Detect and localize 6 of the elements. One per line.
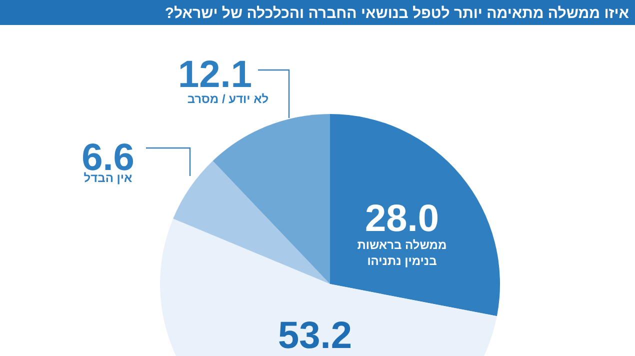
chart-title: איזו ממשלה מתאימה יותר לטפל בנושאי החברה והכלכלה של ישראל? (164, 4, 629, 24)
slice-label: ממשלה בראשות בנימין נתניהו (356, 237, 448, 269)
data-label: 28.0 (364, 198, 439, 240)
slice-label: לא יודע / מסרב (186, 91, 270, 107)
data-label: 53.2 (277, 315, 353, 356)
slice-label: אין הבדל (82, 170, 134, 186)
